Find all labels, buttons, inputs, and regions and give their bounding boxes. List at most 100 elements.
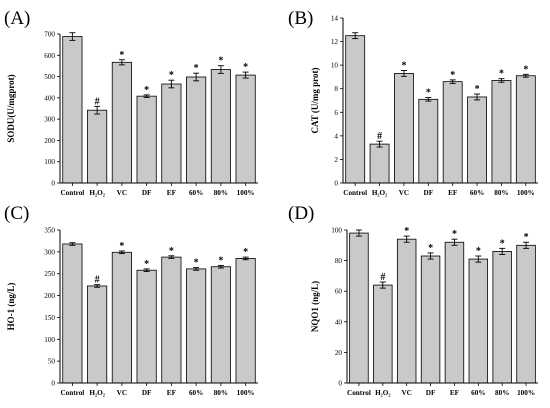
y-tick-label: 400 — [44, 94, 55, 102]
y-axis-title: HO-1 (ng/L) — [6, 283, 16, 331]
x-tick-label: EF — [167, 189, 177, 197]
y-tick-label: 14 — [331, 15, 339, 23]
y-tick-label: 300 — [44, 248, 55, 256]
y-tick-label: 0 — [51, 180, 55, 188]
significance-mark: * — [218, 255, 223, 266]
y-tick-label: 0 — [334, 180, 338, 188]
bar — [186, 268, 207, 384]
x-tick-label: H₂O₂ — [89, 189, 105, 197]
significance-mark: # — [377, 131, 382, 142]
bar — [515, 75, 536, 184]
significance-mark: * — [169, 246, 174, 257]
significance-mark: * — [243, 247, 248, 258]
x-tick-label: 80% — [214, 389, 228, 397]
bar — [210, 266, 231, 384]
x-tick-label: VC — [117, 189, 127, 197]
y-tick-label: 200 — [44, 137, 55, 145]
x-tick-label: Control — [60, 189, 84, 197]
panel-b: (B) CAT (U/mg prot) Control # H₂O₂ * VC * DF * EF *… — [288, 8, 538, 197]
x-tick-label: 60% — [470, 189, 484, 197]
bar — [235, 258, 256, 384]
y-tick-label: 4 — [334, 132, 338, 140]
x-tick-label: EF — [450, 389, 460, 397]
x-tick-label: Control — [60, 389, 84, 397]
y-tick-label: 6 — [334, 109, 338, 117]
x-tick-label: DF — [142, 189, 152, 197]
bar — [394, 72, 414, 184]
x-tick-label: 100% — [237, 189, 255, 197]
y-tick-label: 20 — [335, 349, 343, 357]
bar — [491, 80, 512, 184]
significance-mark: * — [426, 88, 431, 99]
x-tick-label: 100% — [517, 389, 535, 397]
y-tick-label: 300 — [44, 116, 55, 124]
bar — [467, 96, 487, 184]
x-tick-label: 80% — [214, 189, 228, 197]
significance-mark: * — [524, 232, 529, 243]
x-tick-label: EF — [448, 189, 458, 197]
bar — [111, 61, 132, 184]
significance-mark: * — [144, 259, 149, 270]
significance-mark: * — [144, 85, 149, 96]
x-tick-label: H₂O₂ — [372, 189, 388, 197]
y-tick-label: 2 — [334, 156, 338, 164]
significance-mark: # — [95, 96, 100, 107]
bar — [136, 269, 157, 384]
significance-mark: * — [475, 84, 480, 95]
y-axis-title: SODU(U/mgprot) — [6, 74, 16, 142]
x-tick-label: EF — [167, 389, 177, 397]
y-tick-label: 100 — [44, 158, 55, 166]
significance-mark: * — [523, 64, 528, 75]
bar — [516, 244, 536, 384]
panel-a: (A) SODU(U/mgprot) Control # H₂O₂ * VC * DF * EF * 6… — [4, 8, 258, 197]
bar — [62, 36, 83, 184]
panel-c: (C) HO-1 (ng/L) Control # H₂O₂ * VC * DF * EF * 60% *… — [4, 203, 258, 397]
y-tick-label: 50 — [48, 358, 56, 366]
y-tick-label: 600 — [44, 52, 55, 60]
bar — [396, 238, 417, 384]
x-tick-label: VC — [399, 189, 409, 197]
significance-mark: # — [380, 272, 385, 283]
x-tick-label: DF — [424, 189, 434, 197]
significance-mark: * — [404, 226, 409, 237]
bar — [235, 74, 256, 184]
y-tick-label: 150 — [44, 314, 55, 322]
significance-mark: * — [194, 258, 199, 269]
y-tick-label: 250 — [44, 270, 55, 278]
x-tick-label: DF — [142, 389, 152, 397]
bar — [136, 95, 157, 184]
bar — [369, 143, 390, 184]
bar — [161, 256, 182, 384]
bar — [111, 251, 132, 384]
panel-label: (A) — [4, 8, 30, 29]
x-tick-label: VC — [117, 389, 127, 397]
bar — [442, 81, 463, 184]
significance-mark: * — [452, 229, 457, 240]
x-tick-label: H₂O₂ — [375, 389, 391, 397]
x-tick-label: Control — [347, 389, 371, 397]
x-tick-label: VC — [401, 389, 411, 397]
bar — [418, 98, 439, 184]
significance-mark: * — [119, 50, 124, 61]
significance-mark: * — [499, 69, 504, 80]
bar — [492, 251, 512, 384]
y-tick-label: 100 — [331, 227, 342, 235]
bar — [468, 258, 489, 384]
x-tick-label: Control — [343, 189, 367, 197]
y-tick-label: 10 — [331, 62, 339, 70]
y-tick-label: 8 — [334, 85, 338, 93]
bar — [210, 69, 231, 184]
significance-mark: * — [428, 243, 433, 254]
y-tick-label: 80 — [335, 257, 343, 265]
y-tick-label: 40 — [335, 318, 343, 326]
significance-mark: * — [500, 238, 505, 249]
significance-mark: # — [95, 275, 100, 286]
y-tick-label: 200 — [44, 292, 55, 300]
panel-label: (C) — [4, 203, 29, 224]
bar — [420, 255, 441, 384]
x-tick-label: 100% — [237, 389, 255, 397]
y-tick-label: 500 — [44, 73, 55, 81]
bar — [62, 243, 83, 384]
y-tick-label: 0 — [51, 380, 55, 388]
